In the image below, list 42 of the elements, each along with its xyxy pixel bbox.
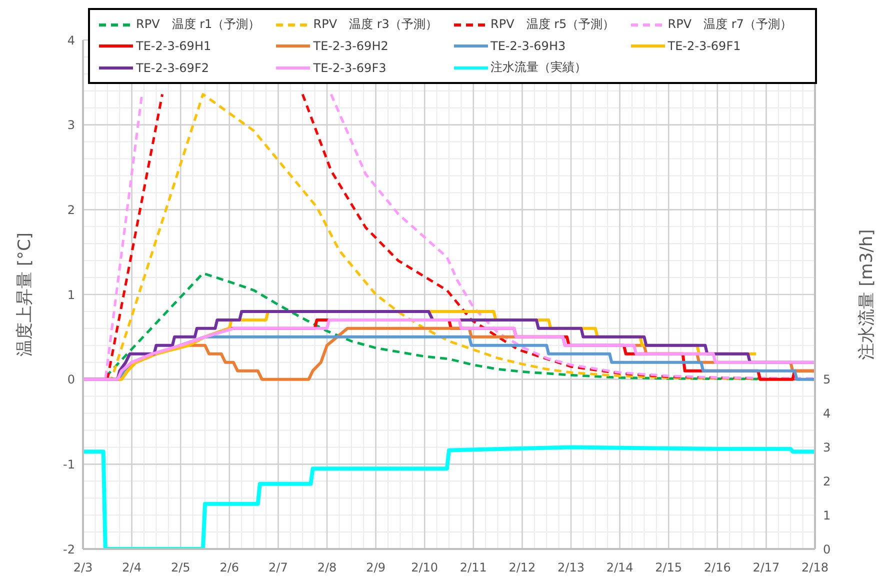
legend-label: TE-2-3-69F3 bbox=[313, 60, 386, 74]
x-tick-label: 2/7 bbox=[268, 560, 288, 575]
x-tick-label: 2/18 bbox=[802, 560, 828, 575]
y2-tick-label: 2 bbox=[823, 474, 831, 488]
legend-label: RPV 温度 r1（予測） bbox=[136, 16, 260, 33]
x-tick-label: 2/15 bbox=[655, 560, 682, 575]
y-tick-label: 1 bbox=[67, 288, 75, 302]
y-tick-label: 2 bbox=[67, 202, 75, 217]
x-tick-label: 2/4 bbox=[122, 560, 142, 575]
y-tick-label: 4 bbox=[67, 33, 75, 48]
y-axis-title: 温度上昇量 [°C] bbox=[15, 232, 36, 357]
y-tick-label: -1 bbox=[63, 457, 75, 472]
x-tick-label: 2/17 bbox=[752, 560, 780, 575]
legend-label: RPV 温度 r3（予測） bbox=[313, 16, 438, 33]
y2-tick-label: 5 bbox=[823, 372, 831, 387]
x-tick-label: 2/11 bbox=[460, 560, 487, 575]
y2-tick-label: 0 bbox=[823, 542, 831, 556]
x-tick-label: 2/13 bbox=[558, 560, 584, 575]
legend-label: 注水流量（実績） bbox=[490, 59, 586, 76]
legend-label: TE-2-3-69H1 bbox=[136, 39, 212, 53]
x-tick-label: 2/14 bbox=[606, 560, 634, 575]
x-tick-label: 2/5 bbox=[170, 560, 190, 575]
legend-label: RPV 温度 r7（予測） bbox=[668, 16, 792, 33]
legend-label: TE-2-3-69H2 bbox=[313, 39, 388, 53]
y2-axis-title: 注水流量 [m3/h] bbox=[857, 229, 878, 360]
x-tick-label: 2/9 bbox=[366, 560, 386, 575]
legend-label: TE-2-3-69H3 bbox=[490, 39, 566, 53]
x-tick-label: 2/10 bbox=[411, 560, 438, 575]
x-tick-label: 2/8 bbox=[317, 560, 337, 575]
x-tick-label: 2/16 bbox=[704, 560, 731, 575]
legend-label: RPV 温度 r5（予測） bbox=[490, 16, 615, 33]
legend-label: TE-2-3-69F1 bbox=[668, 39, 741, 53]
y-tick-label: 0 bbox=[67, 372, 75, 387]
legend-label: TE-2-3-69F2 bbox=[136, 60, 209, 74]
y-tick-label: -2 bbox=[63, 542, 75, 556]
x-tick-label: 2/6 bbox=[220, 560, 240, 575]
y-tick-label: 3 bbox=[67, 118, 75, 132]
x-tick-label: 2/12 bbox=[508, 560, 536, 575]
x-tick-label: 2/3 bbox=[73, 560, 93, 575]
y2-tick-label: 4 bbox=[823, 406, 831, 421]
y2-tick-label: 3 bbox=[823, 440, 831, 454]
y2-tick-label: 1 bbox=[823, 508, 831, 522]
